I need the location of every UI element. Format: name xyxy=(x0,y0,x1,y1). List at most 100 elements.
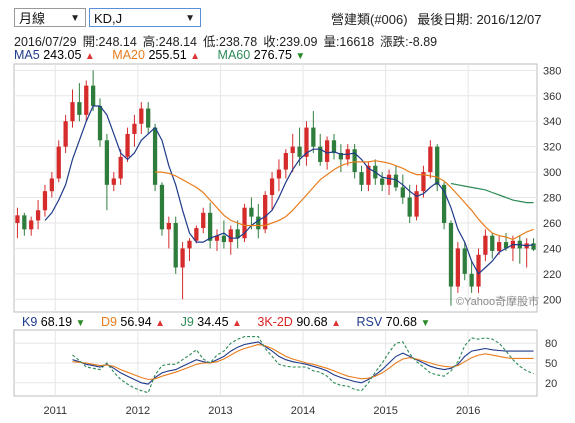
candle-body xyxy=(35,210,41,221)
candle-body xyxy=(70,102,75,122)
ohlc-readout: 2016/07/29 開:248.14 高:248.14 低:238.78 收:239.… xyxy=(14,31,443,50)
candle-body xyxy=(187,240,192,249)
candle-body xyxy=(29,220,34,230)
y-tick-label: 340 xyxy=(543,116,561,128)
candle-body xyxy=(352,149,357,173)
candle-body xyxy=(386,174,392,185)
chevron-down-icon: ▼ xyxy=(185,13,195,24)
stock-title: 營建類(#006) xyxy=(331,12,408,27)
candle-body xyxy=(125,133,130,157)
candle-body xyxy=(77,102,82,115)
x-axis: 2011 2012 2013 2014 2015 2016 xyxy=(43,405,480,417)
y-tick-label: 50 xyxy=(545,358,557,370)
indicator-select-value: KD,J xyxy=(94,11,123,26)
line-ma5 xyxy=(44,105,534,275)
candle-body xyxy=(359,172,364,185)
candle-body xyxy=(214,235,220,241)
legend-d9-label: D9 xyxy=(100,315,117,329)
candle-body xyxy=(166,222,171,230)
legend-3k2d-label: 3K-2D xyxy=(257,315,293,329)
candle-body xyxy=(435,146,440,185)
x-tick-label: 2012 xyxy=(126,405,150,417)
down-arrow-icon: ▼ xyxy=(75,318,86,329)
legend-ma60: MA60 276.75 ▼ xyxy=(218,48,306,62)
candle-body xyxy=(469,273,474,287)
candle-body xyxy=(263,194,268,230)
candle-body xyxy=(56,146,61,179)
up-arrow-icon: ▲ xyxy=(84,51,95,62)
legend-rsv-label: RSV xyxy=(356,315,383,329)
ohlc-close: 收:239.09 xyxy=(263,35,318,49)
period-select[interactable]: 月線 ▼ xyxy=(14,8,86,27)
legend-ma5-label: MA5 xyxy=(14,48,40,62)
y-tick-label: 220 xyxy=(543,269,561,281)
x-tick-label: 2014 xyxy=(291,405,315,417)
line-j9 xyxy=(72,336,534,394)
candle-body xyxy=(235,229,240,239)
legend-j9-label: J9 xyxy=(180,315,194,329)
x-tick-label: 2015 xyxy=(373,405,397,417)
legend-rsv: RSV 70.68 ▼ xyxy=(356,315,430,329)
candle-body xyxy=(256,216,261,230)
legend-d9: D9 56.94 ▲ xyxy=(101,315,169,329)
candle-body xyxy=(159,184,165,230)
line-ma60 xyxy=(450,182,534,204)
candle-body xyxy=(249,207,254,217)
chevron-down-icon: ▼ xyxy=(70,13,80,24)
ohlc-high: 高:248.14 xyxy=(142,35,197,49)
ohlc-date: 2016/07/29 xyxy=(14,35,77,49)
candle-body xyxy=(194,228,199,241)
legend-3k2d: 3K-2D 90.68 ▲ xyxy=(257,315,344,329)
main-chart-plot xyxy=(15,70,536,306)
candle-body xyxy=(269,178,275,195)
legend-j9-value: 34.45 xyxy=(197,315,229,329)
ohlc-open: 開:248.14 xyxy=(82,35,137,49)
candle-body xyxy=(173,222,178,268)
candle-body xyxy=(104,140,110,185)
y-tick-label: 300 xyxy=(543,167,561,179)
last-date: 最後日期: 2016/12/07 xyxy=(417,12,542,27)
candle-body xyxy=(276,169,282,179)
candle-body xyxy=(311,127,316,147)
up-arrow-icon: ▲ xyxy=(190,51,201,62)
candle-body xyxy=(476,254,481,287)
watermark: ©Yahoo奇摩股市 xyxy=(456,294,539,308)
y-tick-label: 360 xyxy=(543,91,561,103)
candle-body xyxy=(455,248,460,287)
candle-body xyxy=(201,212,206,229)
candle-body xyxy=(421,172,426,192)
candle-body xyxy=(414,191,419,217)
x-tick-label: 2011 xyxy=(43,405,67,417)
up-arrow-icon: ▲ xyxy=(232,318,242,329)
legend-ma60-label: MA60 xyxy=(217,48,251,62)
candle-body xyxy=(304,127,309,157)
line-ma20 xyxy=(155,160,534,241)
y-tick-label: 280 xyxy=(543,193,561,205)
candle-body xyxy=(380,178,385,185)
candle-body xyxy=(290,146,295,154)
candle-body xyxy=(49,178,54,192)
candle-body xyxy=(63,121,68,147)
kd-chart-grid: 20 50 80 xyxy=(13,329,557,397)
legend-ma5: MA5 243.05 ▲ xyxy=(14,48,98,62)
candle-body xyxy=(490,235,495,251)
line-d9 xyxy=(72,343,534,381)
indicator-select[interactable]: KD,J ▼ xyxy=(89,8,201,27)
candle-body xyxy=(180,248,185,268)
candle-body xyxy=(15,215,20,223)
candle-body xyxy=(139,108,144,124)
kd-legend: K9 68.19 ▼ D9 56.94 ▲ J9 34.45 ▲ 3K-2D 9… xyxy=(22,315,442,329)
candle-body xyxy=(221,235,227,243)
candle-body xyxy=(318,146,323,162)
candle-body xyxy=(400,187,405,198)
x-tick-label: 2013 xyxy=(208,405,232,417)
y-tick-label: 320 xyxy=(543,142,561,154)
candle-body xyxy=(324,140,330,162)
candle-body xyxy=(531,243,536,250)
candle-body xyxy=(22,215,27,230)
y-tick-label: 240 xyxy=(543,243,561,255)
y-tick-label: 80 xyxy=(545,338,557,350)
candle-body xyxy=(503,242,509,249)
main-frame xyxy=(13,63,538,313)
